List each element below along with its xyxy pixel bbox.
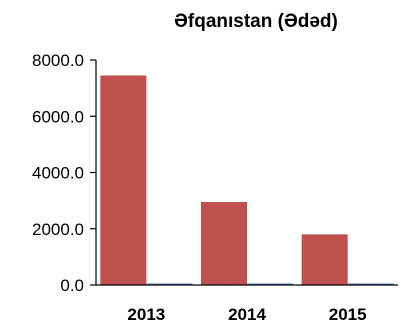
x-axis-ticks: 2013 2014 2015 — [127, 305, 366, 324]
y-tick-label: 4000.0 — [32, 164, 84, 183]
x-tick-label: 2013 — [127, 305, 165, 324]
bar-2014-series-1 — [201, 202, 247, 285]
chart-title: Əfqanıstan (Ədəd) — [174, 11, 338, 32]
bars — [100, 75, 394, 285]
y-tick-label: 8000.0 — [32, 51, 84, 70]
bar-2014-series-2 — [247, 283, 293, 285]
y-tick-label: 6000.0 — [32, 107, 84, 126]
x-tick-label: 2015 — [329, 305, 367, 324]
bar-2013-series-1 — [100, 75, 147, 285]
y-axis-ticks: 0.0 2000.0 4000.0 6000.0 8000.0 — [32, 51, 96, 295]
x-tick-label: 2014 — [228, 305, 266, 324]
bar-2015-series-1 — [301, 234, 348, 285]
bar-2015-series-2 — [347, 283, 394, 285]
y-tick-label: 0.0 — [60, 276, 84, 295]
bar-2013-series-2 — [146, 283, 193, 285]
y-tick-label: 2000.0 — [32, 220, 84, 239]
